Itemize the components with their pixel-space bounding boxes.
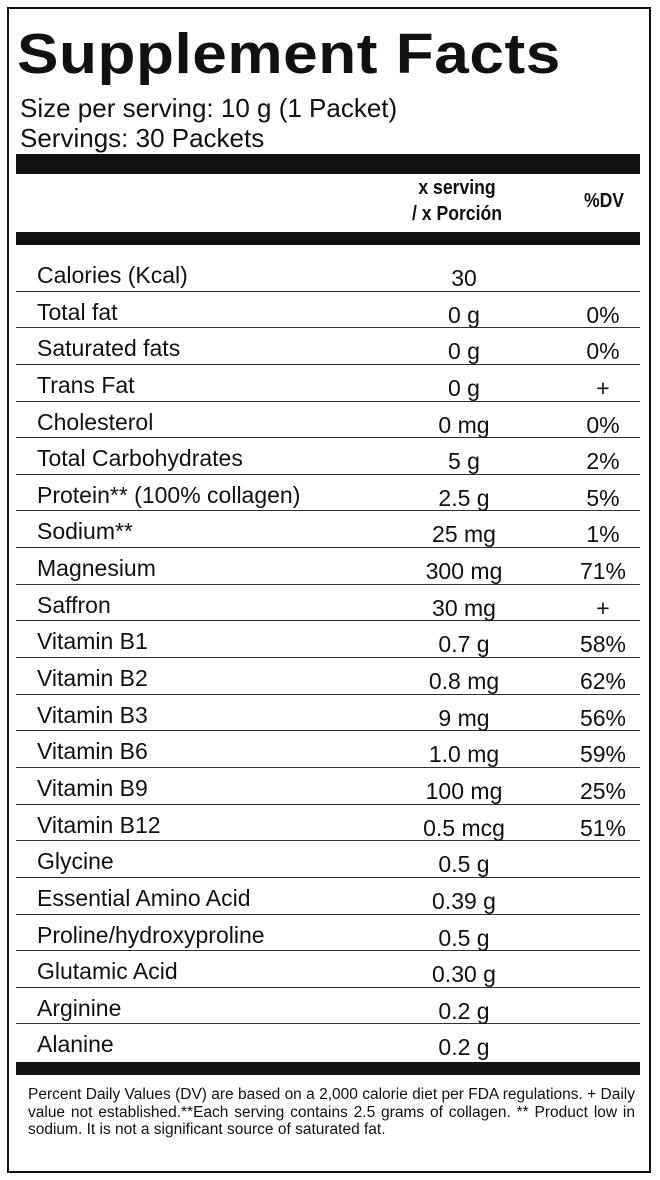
table-row: Vitamin B3 9 mg 56% <box>16 695 640 732</box>
nutrient-name: Glutamic Acid <box>37 958 178 985</box>
nutrient-daily-value: 51% <box>579 814 627 841</box>
nutrient-amount: 0 g <box>448 301 480 328</box>
nutrient-name: Essential Amino Acid <box>37 884 251 911</box>
table-row: Saffron 30 mg + <box>16 585 640 622</box>
nutrient-daily-value: 5% <box>586 484 620 511</box>
table-row: Glutamic Acid 0.30 g <box>16 951 640 988</box>
footnote: Percent Daily Values (DV) are based on a… <box>28 1086 635 1138</box>
nutrient-amount: 0.30 g <box>432 961 496 988</box>
nutrient-daily-value: 71% <box>579 558 627 585</box>
table-row: Alanine 0.2 g <box>16 1024 640 1061</box>
nutrient-daily-value: 56% <box>579 704 627 731</box>
nutrient-amount: 2.5 g <box>438 484 490 511</box>
nutrient-name: Magnesium <box>37 555 156 582</box>
nutrient-name: Calories (Kcal) <box>37 262 188 288</box>
serving-size: Size per serving: 10 g (1 Packet) <box>20 93 398 123</box>
nutrient-amount: 300 mg <box>425 558 503 585</box>
table-row: Arginine 0.2 g <box>16 988 640 1025</box>
table-row: Saturated fats 0 g 0% <box>16 328 640 365</box>
nutrient-amount: 25 mg <box>432 521 496 548</box>
nutrient-name: Vitamin B1 <box>37 628 148 655</box>
column-header-amount-line1: x serving <box>418 177 496 199</box>
nutrient-name: Vitamin B12 <box>37 811 161 838</box>
table-row: Glycine 0.5 g <box>16 841 640 878</box>
table-row: Calories (Kcal) 30 <box>16 255 640 292</box>
nutrient-amount: 0.5 mcg <box>423 814 505 841</box>
nutrient-amount: 30 mg <box>432 594 496 621</box>
nutrient-name: Cholesterol <box>37 408 154 435</box>
table-row: Proline/hydroxyproline 0.5 g <box>16 915 640 952</box>
nutrient-name: Saturated fats <box>37 335 181 362</box>
nutrient-amount: 0 mg <box>438 411 490 438</box>
table-row: Total Carbohydrates 5 g 2% <box>16 438 640 475</box>
table-row: Total fat 0 g 0% <box>16 292 640 329</box>
nutrient-name: Trans Fat <box>37 371 135 398</box>
nutrient-name: Arginine <box>37 994 122 1021</box>
nutrient-amount: 0.2 g <box>438 1034 490 1061</box>
nutrient-daily-value: + <box>596 374 610 401</box>
nutrient-daily-value: 62% <box>579 668 627 695</box>
thick-divider-top <box>16 154 640 174</box>
nutrient-amount: 5 g <box>448 448 480 475</box>
table-row: Trans Fat 0 g + <box>16 365 640 402</box>
nutrient-name: Alanine <box>37 1031 114 1058</box>
nutrient-amount: 0 g <box>448 374 480 401</box>
thick-divider-header <box>16 232 640 245</box>
nutrient-name: Total Carbohydrates <box>37 445 243 472</box>
nutrient-name: Vitamin B3 <box>37 701 148 728</box>
nutrient-name: Glycine <box>37 848 114 875</box>
table-row: Magnesium 300 mg 71% <box>16 548 640 585</box>
nutrient-name: Protein** (100% collagen) <box>37 481 301 508</box>
nutrient-amount: 0.39 g <box>432 887 496 914</box>
nutrient-amount: 9 mg <box>438 704 490 731</box>
nutrient-daily-value: 59% <box>579 741 627 768</box>
table-row: Essential Amino Acid 0.39 g <box>16 878 640 915</box>
nutrient-amount: 0.7 g <box>438 631 490 658</box>
nutrient-name: Saffron <box>37 591 111 618</box>
nutrient-daily-value: + <box>596 594 610 621</box>
table-row: Cholesterol 0 mg 0% <box>16 402 640 439</box>
nutrient-daily-value: 0% <box>586 338 620 365</box>
nutrient-table: Calories (Kcal) 30 Total fat 0 g 0% Saturated… <box>16 255 640 1061</box>
table-row: Protein** (100% collagen) 2.5 g 5% <box>16 475 640 512</box>
nutrient-daily-value: 2% <box>586 448 620 475</box>
nutrient-amount: 0 g <box>448 338 480 365</box>
nutrient-name: Vitamin B6 <box>37 738 148 765</box>
nutrient-daily-value: 58% <box>579 631 627 658</box>
table-row: Vitamin B12 0.5 mcg 51% <box>16 805 640 842</box>
nutrient-amount: 0.8 mg <box>428 668 500 695</box>
nutrient-daily-value: 0% <box>586 301 620 328</box>
table-row: Vitamin B2 0.8 mg 62% <box>16 658 640 695</box>
nutrient-name: Sodium** <box>37 518 133 545</box>
nutrient-amount: 100 mg <box>425 777 503 804</box>
nutrient-amount: 0.2 g <box>438 997 490 1024</box>
table-row: Sodium** 25 mg 1% <box>16 511 640 549</box>
nutrient-amount: 0.5 g <box>438 851 490 878</box>
nutrient-name: Vitamin B2 <box>37 665 148 692</box>
column-header-dv: %DV <box>583 190 625 212</box>
table-row: Vitamin B1 0.7 g 58% <box>16 621 640 659</box>
nutrient-daily-value: 0% <box>586 411 620 438</box>
table-row: Vitamin B9 100 mg 25% <box>16 768 640 805</box>
supplement-facts-panel: Supplement Facts Size per serving: 10 g … <box>7 7 651 1173</box>
column-header-amount-line2: / x Porción <box>412 203 502 225</box>
nutrient-amount: 30 <box>451 265 477 291</box>
nutrient-daily-value: 25% <box>579 777 627 804</box>
servings-per-container: Servings: 30 Packets <box>20 123 265 153</box>
table-row: Vitamin B6 1.0 mg 59% <box>16 731 640 768</box>
nutrient-name: Total fat <box>37 298 118 325</box>
label-title: Supplement Facts <box>17 22 561 86</box>
nutrient-amount: 0.5 g <box>438 924 490 951</box>
nutrient-name: Vitamin B9 <box>37 774 148 801</box>
nutrient-amount: 1.0 mg <box>428 741 500 768</box>
nutrient-name: Proline/hydroxyproline <box>37 921 265 948</box>
nutrient-daily-value: 1% <box>586 521 620 548</box>
thick-divider-bottom <box>16 1062 640 1075</box>
